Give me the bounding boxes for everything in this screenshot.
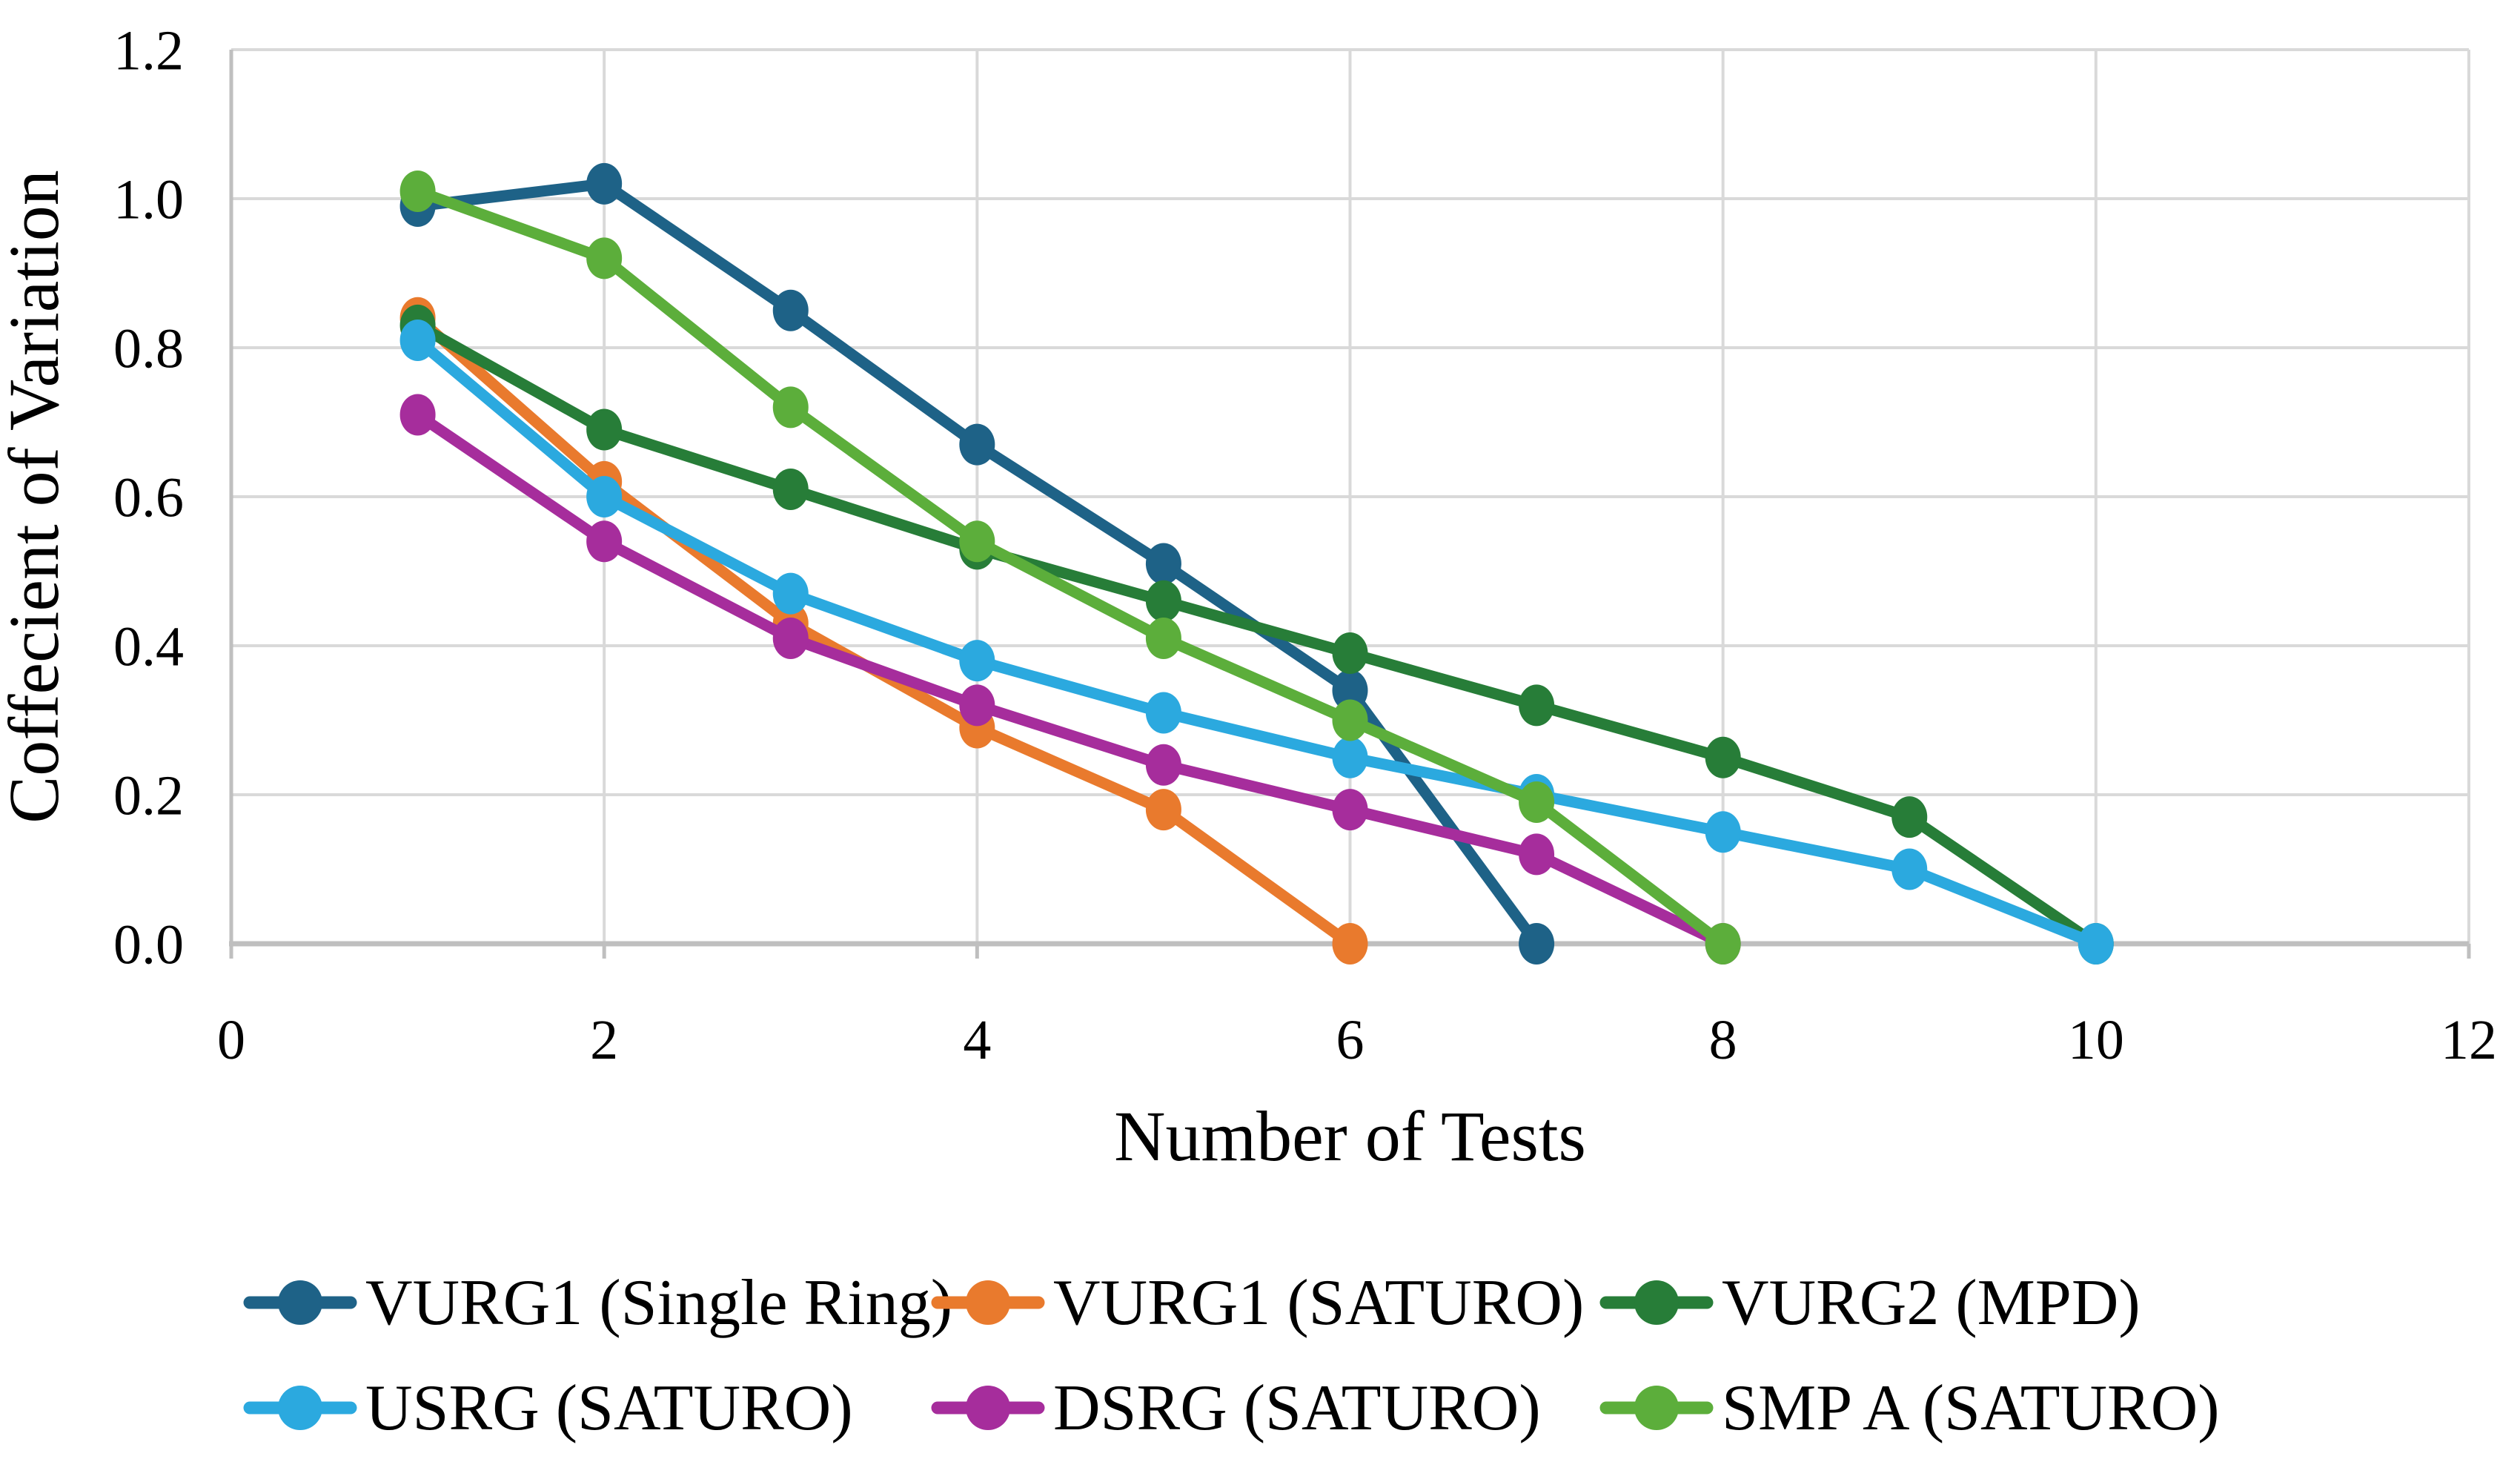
legend-item-usrg-saturo: USRG (SATURO) — [243, 1372, 853, 1444]
legend-marker-dot-smp-a-saturo — [1634, 1386, 1679, 1430]
series-dsrg-saturo — [399, 394, 1741, 965]
x-tick-label-4: 4 — [963, 1009, 991, 1071]
data-point-usrg-saturo-x5 — [1145, 692, 1181, 734]
series-line-dsrg-saturo — [412, 408, 1729, 950]
legend-marker-dot-vurg1-saturo — [966, 1280, 1010, 1325]
legend-marker-dot-usrg-saturo — [278, 1386, 322, 1430]
data-point-usrg-saturo-x8 — [1705, 811, 1741, 853]
series-line-usrg-saturo — [412, 334, 2102, 950]
y-tick-label-0.8: 0.8 — [113, 318, 184, 380]
data-point-dsrg-saturo-x2 — [586, 520, 623, 563]
legend-label-vurg2-mpd: VURG2 (MPD) — [1722, 1267, 2141, 1339]
data-point-usrg-saturo-x3 — [772, 572, 809, 615]
legend-label-usrg-saturo: USRG (SATURO) — [365, 1372, 853, 1444]
data-point-dsrg-saturo-x6 — [1332, 789, 1368, 831]
data-point-smp-a-saturo-x2 — [586, 237, 623, 279]
legend-item-vurg1-saturo: VURG1 (SATURO) — [931, 1267, 1584, 1339]
legend-label-smp-a-saturo: SMP A (SATURO) — [1722, 1372, 2220, 1444]
legend: VURG1 (Single Ring) VURG1 (SATURO) VURG2 (… — [243, 1267, 2220, 1444]
x-tick-label-2: 2 — [590, 1009, 618, 1071]
x-tick-label-0: 0 — [217, 1009, 245, 1071]
data-point-dsrg-saturo-x3 — [772, 617, 809, 659]
x-tick-label-10: 10 — [2068, 1009, 2124, 1071]
data-point-vurg2-mpd-x7 — [1519, 684, 1555, 727]
x-tick-label-8: 8 — [1709, 1009, 1737, 1071]
data-point-vurg2-mpd-x8 — [1705, 736, 1741, 778]
data-point-dsrg-saturo-x5 — [1145, 744, 1181, 786]
series-line-vurg2-mpd — [412, 320, 2102, 950]
y-tick-label-1.2: 1.2 — [113, 20, 184, 82]
legend-item-vurg1-single-ring: VURG1 (Single Ring) — [243, 1267, 952, 1339]
data-point-vurg2-mpd-x6 — [1332, 632, 1368, 675]
y-tick-label-0.6: 0.6 — [113, 467, 184, 529]
legend-marker-dot-vurg2-mpd — [1634, 1280, 1679, 1325]
legend-item-dsrg-saturo: DSRG (SATURO) — [931, 1372, 1541, 1444]
data-point-vurg1-single-ring-x7 — [1519, 923, 1555, 965]
data-point-vurg2-mpd-x2 — [586, 408, 623, 451]
data-point-vurg1-saturo-x5 — [1145, 789, 1181, 831]
data-point-vurg1-single-ring-x3 — [772, 289, 809, 331]
data-point-vurg1-single-ring-x5 — [1145, 543, 1181, 585]
legend-item-vurg2-mpd: VURG2 (MPD) — [1599, 1267, 2141, 1339]
y-tick-label-0.4: 0.4 — [113, 616, 184, 678]
data-point-dsrg-saturo-x1 — [399, 394, 436, 436]
data-point-usrg-saturo-x6 — [1332, 736, 1368, 778]
data-point-vurg2-mpd-x3 — [772, 468, 809, 510]
data-point-dsrg-saturo-x4 — [959, 684, 995, 727]
legend-label-vurg1-single-ring: VURG1 (Single Ring) — [365, 1267, 952, 1339]
data-point-usrg-saturo-x2 — [586, 476, 623, 517]
data-point-usrg-saturo-x9 — [1891, 848, 1928, 890]
data-point-vurg2-mpd-x9 — [1891, 796, 1928, 838]
data-point-usrg-saturo-x10 — [2078, 923, 2114, 965]
x-axis-title: Number of Tests — [1114, 1096, 1586, 1176]
data-point-dsrg-saturo-x7 — [1519, 833, 1555, 876]
data-point-smp-a-saturo-x5 — [1145, 617, 1181, 659]
legend-label-vurg1-saturo: VURG1 (SATURO) — [1053, 1267, 1584, 1339]
data-point-usrg-saturo-x1 — [399, 319, 436, 361]
data-point-smp-a-saturo-x8 — [1705, 923, 1741, 965]
tick-labels: 0.0 0.2 0.4 0.6 0.8 1.0 1.2 0 2 4 6 8 10 12 — [113, 20, 2497, 1071]
data-point-vurg1-single-ring-x6 — [1332, 669, 1368, 712]
data-point-vurg2-mpd-x5 — [1145, 580, 1181, 622]
data-point-usrg-saturo-x4 — [959, 640, 995, 682]
legend-label-dsrg-saturo: DSRG (SATURO) — [1053, 1372, 1541, 1444]
data-point-smp-a-saturo-x1 — [399, 170, 436, 212]
data-point-vurg1-single-ring-x4 — [959, 423, 995, 466]
legend-item-smp-a-saturo: SMP A (SATURO) — [1599, 1372, 2220, 1444]
x-tick-label-6: 6 — [1336, 1009, 1365, 1071]
legend-marker-dot-dsrg-saturo — [966, 1386, 1010, 1430]
legend-marker-dot-vurg1-single-ring — [278, 1280, 322, 1325]
x-tick-label-12: 12 — [2441, 1009, 2497, 1071]
series-smp-a-saturo — [399, 170, 1741, 965]
data-point-smp-a-saturo-x6 — [1332, 699, 1368, 741]
data-point-vurg1-single-ring-x2 — [586, 162, 623, 205]
data-point-smp-a-saturo-x4 — [959, 520, 995, 563]
y-axis-title: Coffecient of Variation — [0, 170, 73, 824]
y-tick-label-0.2: 0.2 — [113, 765, 184, 827]
y-tick-label-1.0: 1.0 — [113, 169, 184, 231]
data-point-smp-a-saturo-x7 — [1519, 781, 1555, 824]
series-usrg-saturo — [399, 319, 2114, 965]
y-tick-label-0.0: 0.0 — [113, 914, 184, 976]
data-point-smp-a-saturo-x3 — [772, 386, 809, 429]
series-line-smp-a-saturo — [412, 185, 1729, 950]
data-point-vurg1-saturo-x6 — [1332, 923, 1368, 965]
